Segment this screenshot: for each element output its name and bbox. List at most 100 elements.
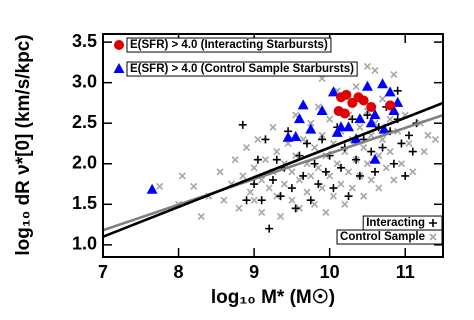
- point: [360, 143, 368, 152]
- point: [389, 159, 398, 168]
- point: [318, 75, 326, 83]
- point: [310, 143, 319, 152]
- point: [314, 180, 323, 189]
- point: [348, 184, 356, 192]
- point: [287, 184, 296, 193]
- point: [371, 167, 379, 176]
- point: [341, 200, 349, 208]
- point: [329, 192, 338, 200]
- point: [235, 204, 243, 212]
- legend-marker: [429, 233, 437, 241]
- point: [352, 83, 360, 91]
- point: [310, 159, 319, 168]
- point: [333, 160, 341, 168]
- point: [326, 115, 334, 123]
- point: [424, 131, 432, 139]
- point: [343, 121, 355, 132]
- point: [365, 117, 377, 128]
- y-tick-label: 2.5: [72, 112, 97, 132]
- y-tick-label: 3.5: [72, 31, 97, 51]
- point: [378, 123, 390, 134]
- point: [388, 105, 400, 116]
- point: [231, 156, 239, 164]
- y-axis-label: log₁₀ dR ν*[0] (km/s/kpc): [13, 34, 34, 255]
- point: [280, 180, 288, 188]
- point: [386, 115, 394, 123]
- legend-marker: [429, 219, 437, 227]
- point: [375, 184, 383, 192]
- point: [269, 175, 277, 184]
- point: [369, 109, 381, 120]
- point: [358, 95, 369, 106]
- point: [369, 153, 381, 164]
- plot-frame: [102, 33, 444, 258]
- point: [322, 208, 330, 216]
- point: [344, 192, 353, 201]
- y-tick-label: 3.0: [72, 71, 97, 91]
- point: [401, 171, 410, 180]
- point: [408, 147, 417, 156]
- legend-marker: [113, 63, 125, 73]
- point: [382, 164, 390, 172]
- legend-box: [126, 61, 358, 77]
- point: [178, 172, 186, 180]
- x-tick-label: 7: [98, 262, 108, 282]
- x-tick-label: 8: [174, 262, 184, 282]
- fit-line: [103, 101, 443, 238]
- point: [405, 139, 413, 148]
- point: [318, 184, 326, 192]
- point: [220, 196, 228, 204]
- point: [250, 180, 259, 189]
- point: [363, 160, 372, 168]
- point: [288, 196, 296, 204]
- point: [377, 78, 389, 89]
- point: [310, 200, 319, 208]
- point: [156, 182, 164, 191]
- point: [299, 171, 308, 180]
- point: [299, 135, 307, 143]
- point: [316, 105, 328, 116]
- x-tick-label: 9: [249, 262, 259, 282]
- point: [265, 224, 274, 233]
- point: [257, 196, 266, 205]
- point: [253, 155, 262, 164]
- point: [354, 113, 366, 124]
- point: [250, 164, 258, 172]
- point: [331, 126, 343, 137]
- point: [356, 123, 364, 131]
- point: [431, 135, 440, 143]
- point: [306, 196, 315, 205]
- point: [378, 95, 387, 103]
- point: [384, 86, 396, 97]
- point: [355, 171, 364, 180]
- point: [335, 121, 347, 132]
- y-tick-label: 1.5: [72, 193, 97, 213]
- legend-box: [336, 229, 443, 245]
- point: [242, 196, 251, 205]
- point: [344, 168, 353, 176]
- point: [367, 176, 375, 184]
- y-tick-label: 1.0: [72, 234, 97, 254]
- point: [239, 172, 247, 180]
- point: [366, 101, 377, 112]
- point: [246, 188, 254, 196]
- point: [303, 188, 311, 196]
- point: [318, 135, 327, 144]
- point: [363, 111, 372, 120]
- point: [261, 156, 270, 164]
- point: [269, 123, 277, 131]
- point: [272, 155, 281, 164]
- point: [314, 164, 322, 172]
- point: [371, 66, 379, 75]
- point: [254, 135, 262, 143]
- point: [250, 196, 258, 204]
- point: [327, 86, 339, 97]
- point: [385, 100, 396, 111]
- point: [397, 139, 406, 148]
- legend-marker: [114, 40, 124, 50]
- point: [405, 131, 413, 140]
- point: [378, 143, 387, 152]
- point: [282, 131, 294, 142]
- point: [288, 168, 296, 176]
- point: [337, 180, 345, 188]
